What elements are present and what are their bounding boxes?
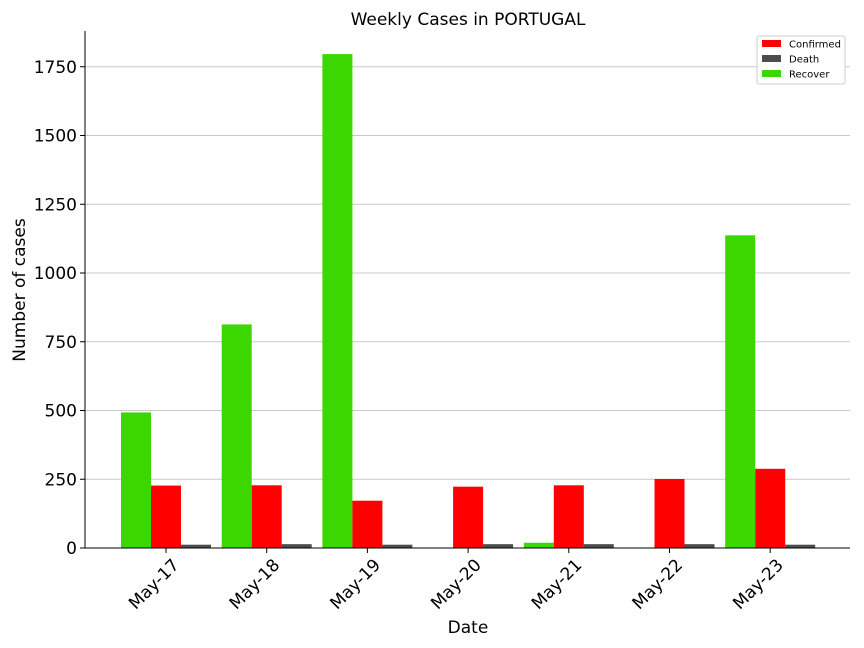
x-tick-label: May-20: [427, 555, 485, 613]
bar-death-may-23: [785, 544, 816, 548]
legend-label-death: Death: [789, 55, 819, 66]
bar-recover-may-17: [121, 412, 151, 548]
x-tick-label: May-19: [327, 555, 385, 613]
grid: [85, 66, 850, 480]
bar-confirmed-may-20: [453, 486, 484, 548]
legend-swatch-death: [762, 55, 781, 62]
x-tick-label: May-21: [528, 555, 586, 613]
bar-death-may-21: [583, 544, 614, 548]
bar-death-may-19: [382, 544, 413, 548]
bar-death-may-22: [684, 544, 715, 548]
bar-confirmed-may-22: [654, 478, 685, 548]
legend-label-confirmed: Confirmed: [789, 40, 841, 51]
bar-recover-may-18: [221, 324, 252, 548]
legend-swatch-recover: [762, 70, 781, 77]
bar-death-may-20: [483, 544, 514, 548]
x-tick-label: May-22: [629, 555, 687, 613]
legend-label-recover: Recover: [789, 70, 830, 81]
bar-recover-may-19: [322, 54, 353, 548]
x-axis-label: Date: [448, 618, 489, 638]
axes: [84, 31, 850, 549]
x-tick-label: May-23: [729, 555, 787, 613]
bar-recover-may-21: [523, 542, 554, 548]
bar-recover-may-23: [725, 235, 756, 548]
y-tick-label: 1250: [34, 195, 77, 215]
bar-confirmed-may-19: [352, 500, 383, 548]
bar-confirmed-may-18: [251, 485, 282, 548]
y-tick-label: 1750: [34, 58, 77, 78]
x-tick-label: May-18: [226, 555, 284, 613]
y-tick-label: 750: [45, 333, 77, 353]
x-tick-label: May-17: [125, 555, 183, 613]
y-tick-label: 1000: [34, 264, 77, 284]
y-tick-label: 0: [66, 539, 77, 559]
bars: [121, 54, 816, 548]
y-tick-label: 250: [45, 470, 77, 490]
x-ticks: May-17 May-18 May-19 May-20 May-21 May-22 May-…: [125, 548, 788, 614]
legend-swatch-confirmed: [762, 40, 781, 47]
y-ticks: 0 250 500 750 1000 1250 1500 1750: [34, 58, 85, 559]
y-axis-label: Number of cases: [10, 218, 30, 362]
bar-death-may-17: [181, 544, 211, 548]
y-tick-label: 500: [45, 402, 77, 422]
chart-title: Weekly Cases in PORTUGAL: [351, 10, 586, 30]
bar-confirmed-may-17: [151, 485, 181, 548]
bar-confirmed-may-21: [553, 485, 584, 548]
bar-death-may-18: [281, 544, 312, 548]
y-tick-label: 1500: [34, 127, 77, 147]
legend: Confirmed Death Recover: [756, 35, 846, 85]
bar-confirmed-may-23: [755, 468, 786, 548]
